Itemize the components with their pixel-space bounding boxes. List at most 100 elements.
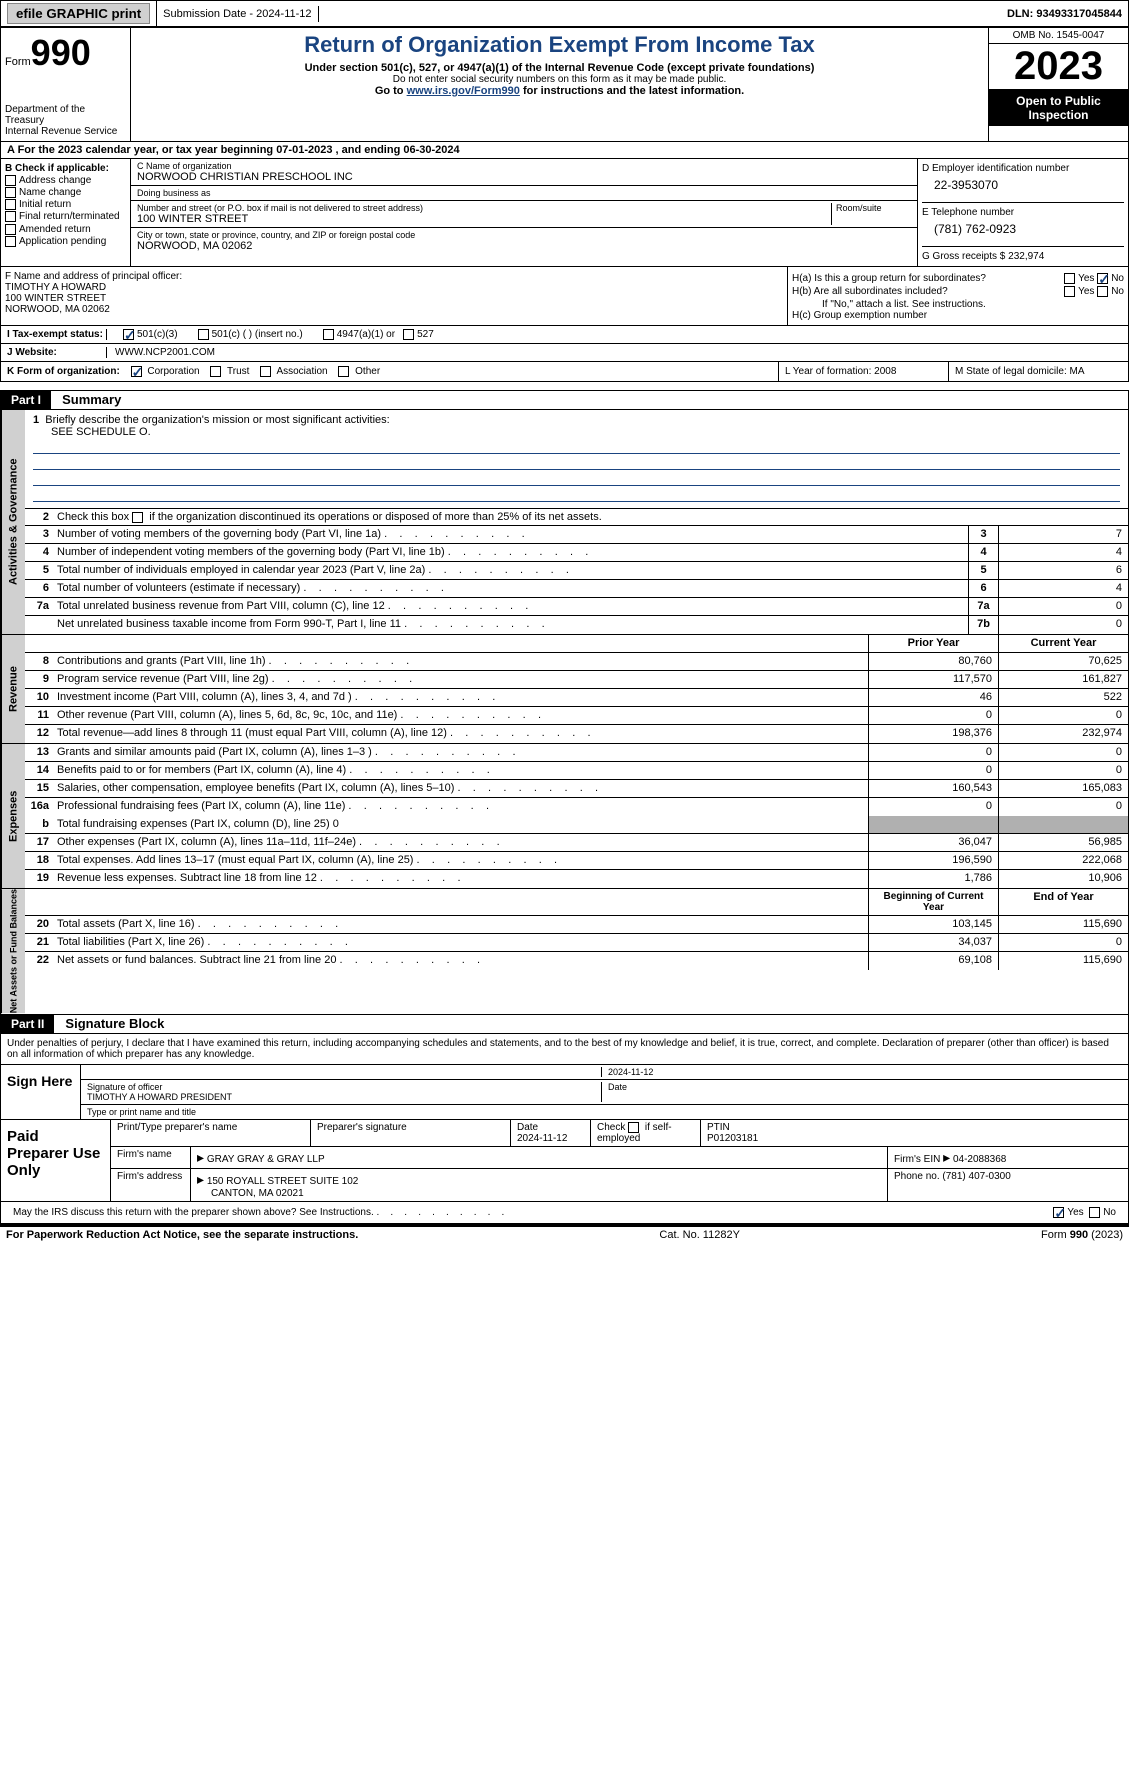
box-k: K Form of organization: Corporation Trus…: [1, 362, 778, 381]
summary-row: 8Contributions and grants (Part VIII, li…: [25, 653, 1128, 671]
date-label: Date: [601, 1082, 1122, 1102]
j-label: J Website:: [7, 347, 107, 358]
org-name-label: C Name of organization: [137, 161, 911, 171]
firm-phone: Phone no. (781) 407-0300: [888, 1169, 1128, 1201]
section-klm: K Form of organization: Corporation Trus…: [0, 362, 1129, 382]
hb-label: H(b) Are all subordinates included?: [792, 286, 948, 297]
i-label: I Tax-exempt status:: [7, 329, 107, 340]
vtab-revenue: Revenue: [1, 635, 25, 743]
cb-amended-return[interactable]: Amended return: [5, 224, 126, 235]
room-label: Room/suite: [836, 203, 911, 213]
vtab-governance: Activities & Governance: [1, 410, 25, 634]
subtitle-1: Under section 501(c), 527, or 4947(a)(1)…: [135, 62, 984, 74]
box-f: F Name and address of principal officer:…: [1, 267, 788, 325]
top-bar: efile GRAPHIC print Submission Date - 20…: [0, 0, 1129, 28]
open-inspection: Open to Public Inspection: [989, 90, 1128, 126]
cb-application-pending[interactable]: Application pending: [5, 236, 126, 247]
summary-row: 14Benefits paid to or for members (Part …: [25, 762, 1128, 780]
summary-row: 7aTotal unrelated business revenue from …: [25, 598, 1128, 616]
form-label: Form: [5, 56, 31, 68]
dept-treasury: Department of the Treasury: [5, 104, 126, 126]
street-value: 100 WINTER STREET: [137, 213, 831, 225]
summary-expenses: Expenses 13Grants and similar amounts pa…: [0, 744, 1129, 889]
hc-label: H(c) Group exemption number: [792, 310, 1124, 321]
city-label: City or town, state or province, country…: [137, 230, 911, 240]
box-l: L Year of formation: 2008: [778, 362, 948, 381]
submission-date: Submission Date - 2024-11-12: [157, 6, 318, 22]
part2-title: Signature Block: [57, 1016, 164, 1031]
paperwork-notice: For Paperwork Reduction Act Notice, see …: [6, 1229, 358, 1241]
summary-row: 13Grants and similar amounts paid (Part …: [25, 744, 1128, 762]
box-m: M State of legal domicile: MA: [948, 362, 1128, 381]
cb-final-return[interactable]: Final return/terminated: [5, 211, 126, 222]
ein-value: 22-3953070: [922, 174, 1124, 196]
box-c: C Name of organizationNORWOOD CHRISTIAN …: [131, 159, 918, 266]
vtab-expenses: Expenses: [1, 744, 25, 888]
cb-other[interactable]: [338, 366, 349, 377]
part1-badge: Part I: [1, 391, 51, 409]
sig-officer-name: TIMOTHY A HOWARD PRESIDENT: [87, 1092, 601, 1102]
summary-revenue: Revenue Prior YearCurrent Year 8Contribu…: [0, 635, 1129, 744]
header-left: Form990 Department of the Treasury Inter…: [1, 28, 131, 141]
prep-date: 2024-11-12: [517, 1133, 567, 1144]
officer-name: TIMOTHY A HOWARD: [5, 282, 783, 293]
summary-row: 3Number of voting members of the governi…: [25, 526, 1128, 544]
summary-row: 6Total number of volunteers (estimate if…: [25, 580, 1128, 598]
cb-4947[interactable]: [323, 329, 334, 340]
org-name: NORWOOD CHRISTIAN PRESCHOOL INC: [137, 171, 911, 183]
hdr-prior: Prior Year: [868, 635, 998, 652]
prep-name-label: Print/Type preparer's name: [111, 1120, 311, 1146]
section-fh: F Name and address of principal officer:…: [0, 267, 1129, 326]
ein-label: D Employer identification number: [922, 163, 1124, 174]
cb-501c[interactable]: [198, 329, 209, 340]
summary-row: 5Total number of individuals employed in…: [25, 562, 1128, 580]
summary-row: 16aProfessional fundraising fees (Part I…: [25, 798, 1128, 816]
cb-501c3[interactable]: [123, 329, 134, 340]
hb-yes[interactable]: [1064, 286, 1075, 297]
ha-yes[interactable]: [1064, 273, 1075, 284]
firm-addr-label: Firm's address: [111, 1169, 191, 1201]
phone-value: (781) 762-0923: [922, 218, 1124, 240]
sig-date: 2024-11-12: [601, 1067, 1122, 1077]
efile-cell: efile GRAPHIC print: [1, 1, 157, 26]
ptin-value: P01203181: [707, 1133, 758, 1144]
cb-discuss-no[interactable]: [1089, 1207, 1100, 1218]
summary-row: 18Total expenses. Add lines 13–17 (must …: [25, 852, 1128, 870]
officer-label: F Name and address of principal officer:: [5, 271, 783, 282]
line-a-tax-year: A For the 2023 calendar year, or tax yea…: [0, 142, 1129, 159]
officer-addr1: 100 WINTER STREET: [5, 293, 783, 304]
signature-block: Under penalties of perjury, I declare th…: [0, 1034, 1129, 1225]
dln: DLN: 93493317045844: [1001, 6, 1128, 22]
cb-name-change[interactable]: Name change: [5, 187, 126, 198]
header-mid: Return of Organization Exempt From Incom…: [131, 28, 988, 141]
cb-initial-return[interactable]: Initial return: [5, 199, 126, 210]
line16b: Total fundraising expenses (Part IX, col…: [53, 816, 868, 833]
efile-print-button[interactable]: efile GRAPHIC print: [7, 3, 150, 24]
cb-527[interactable]: [403, 329, 414, 340]
cb-trust[interactable]: [210, 366, 221, 377]
officer-addr2: NORWOOD, MA 02062: [5, 304, 783, 315]
website-value: WWW.NCP2001.COM: [115, 347, 215, 358]
box-b-title: B Check if applicable:: [5, 163, 126, 174]
mission-text: SEE SCHEDULE O.: [33, 426, 1120, 438]
summary-row: 15Salaries, other compensation, employee…: [25, 780, 1128, 798]
cb-discuss-yes[interactable]: [1053, 1207, 1064, 1218]
summary-row: 10Investment income (Part VIII, column (…: [25, 689, 1128, 707]
hb-note: If "No," attach a list. See instructions…: [792, 299, 1124, 310]
cb-assoc[interactable]: [260, 366, 271, 377]
irs-link[interactable]: www.irs.gov/Form990: [407, 85, 520, 97]
summary-row: Net unrelated business taxable income fr…: [25, 616, 1128, 634]
cb-address-change[interactable]: Address change: [5, 175, 126, 186]
box-h: H(a) Is this a group return for subordin…: [788, 267, 1128, 325]
sign-here-label: Sign Here: [1, 1065, 81, 1119]
cb-discontinued[interactable]: [132, 512, 143, 523]
hb-no[interactable]: [1097, 286, 1108, 297]
sig-officer-label: Signature of officer: [87, 1082, 601, 1092]
dba-label: Doing business as: [137, 188, 911, 198]
subtitle-2: Do not enter social security numbers on …: [135, 74, 984, 85]
ha-no[interactable]: [1097, 273, 1108, 284]
paid-preparer-label: Paid Preparer Use Only: [1, 1120, 111, 1201]
cb-corp[interactable]: [131, 366, 142, 377]
firm-name-label: Firm's name: [111, 1147, 191, 1168]
cb-self-employed[interactable]: [628, 1122, 639, 1133]
